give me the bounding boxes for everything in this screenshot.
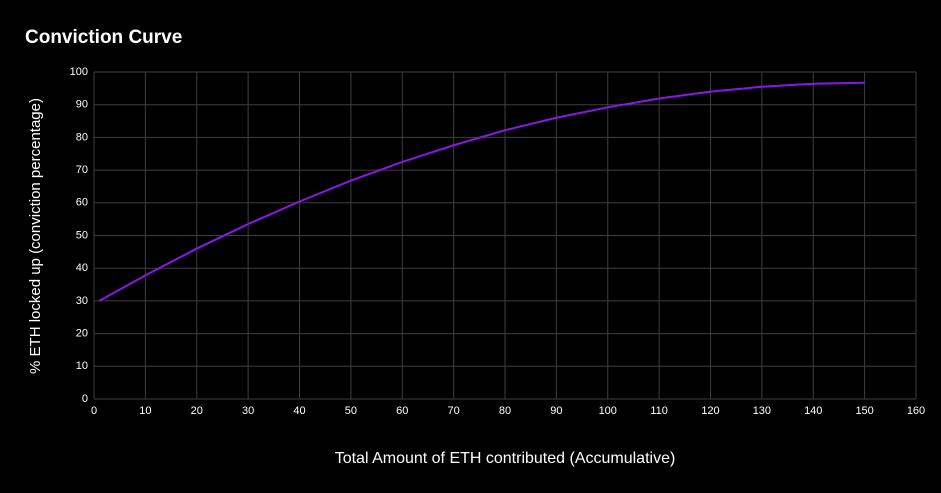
- y-tick-label: 40: [76, 262, 88, 274]
- y-tick-label: 90: [76, 99, 88, 111]
- x-tick-label: 90: [550, 405, 562, 417]
- x-tick-label: 150: [855, 405, 873, 417]
- y-tick-label: 80: [76, 131, 88, 143]
- x-tick-label: 70: [448, 405, 460, 417]
- data-line: [98, 81, 865, 302]
- chart-title: Conviction Curve: [25, 27, 182, 48]
- y-axis-label: % ETH locked up (conviction percentage): [27, 98, 44, 374]
- x-tick-label: 80: [499, 405, 511, 417]
- y-tick-label: 60: [76, 197, 88, 209]
- x-tick-label: 40: [293, 405, 305, 417]
- y-tick-label: 70: [76, 164, 88, 176]
- y-tick-label: 0: [82, 393, 88, 405]
- x-tick-label: 120: [701, 405, 719, 417]
- x-tick-label: 30: [242, 405, 254, 417]
- x-tick-label: 160: [907, 405, 925, 417]
- x-tick-label: 0: [91, 405, 97, 417]
- x-tick-label: 130: [753, 405, 771, 417]
- y-tick-label: 10: [76, 360, 88, 372]
- y-tick-label: 20: [76, 328, 88, 340]
- x-tick-label: 100: [599, 405, 617, 417]
- y-tick-label: 30: [76, 295, 88, 307]
- x-axis-label: Total Amount of ETH contributed (Accumul…: [335, 450, 676, 467]
- y-tick-label: 100: [70, 66, 88, 78]
- x-tick-label: 140: [804, 405, 822, 417]
- x-tick-label: 50: [345, 405, 357, 417]
- x-tick-label: 60: [396, 405, 408, 417]
- x-tick-label: 20: [191, 405, 203, 417]
- x-tick-label: 110: [650, 405, 668, 417]
- x-tick-label: 10: [139, 405, 151, 417]
- y-tick-label: 50: [76, 229, 88, 241]
